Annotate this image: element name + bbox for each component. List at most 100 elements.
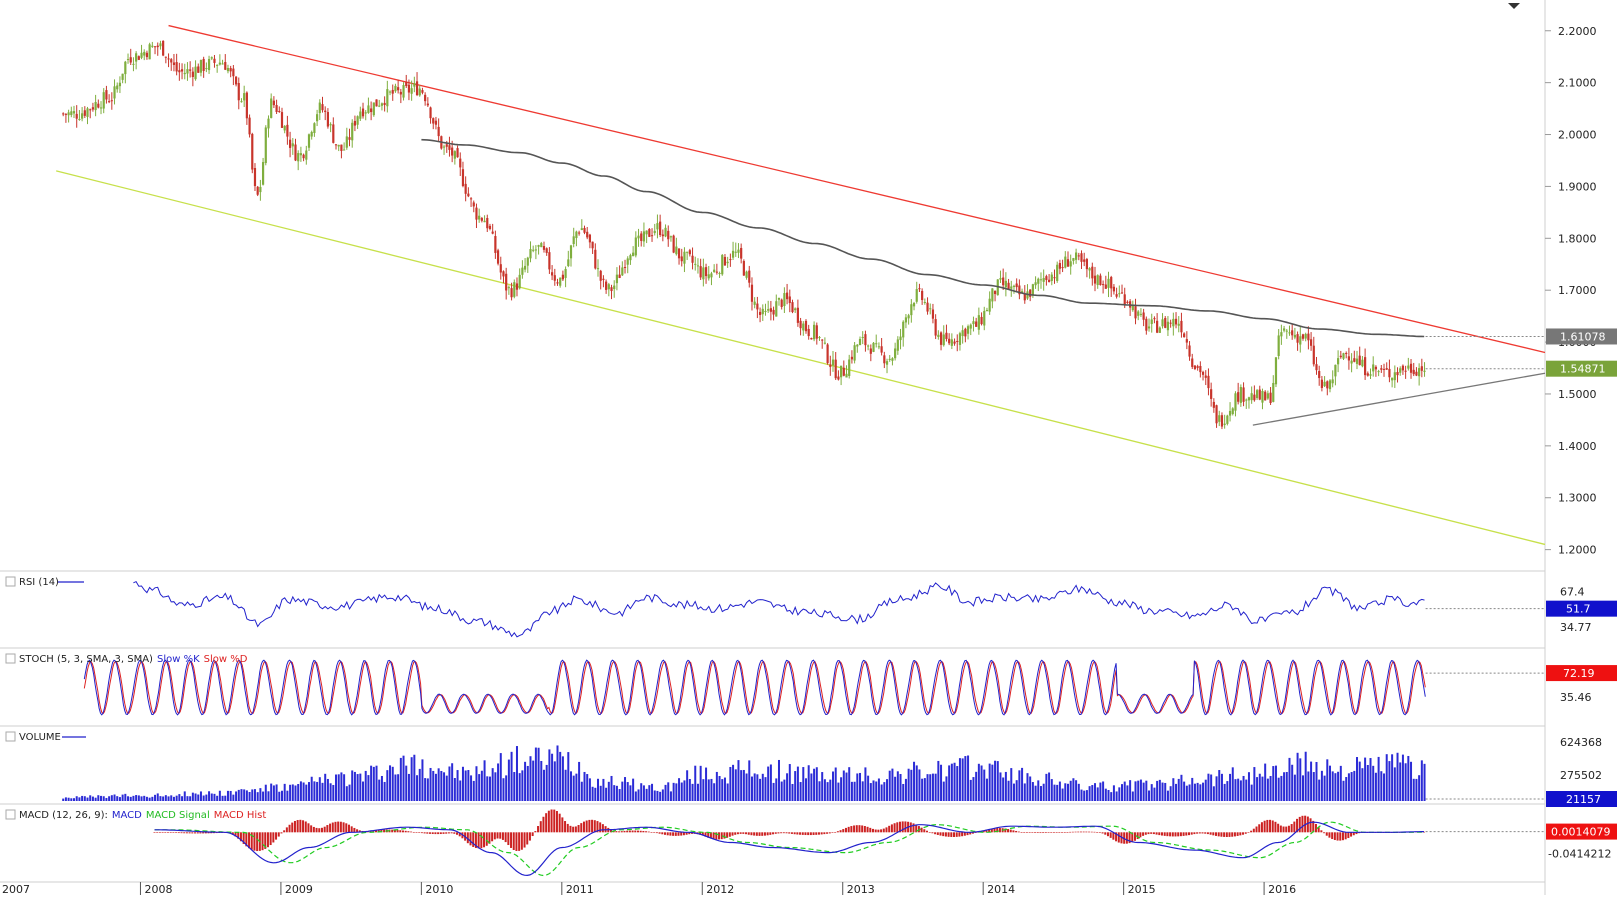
- candle-body: [300, 153, 302, 155]
- macd-hist-bar: [1339, 832, 1341, 840]
- volume-bar: [775, 778, 777, 801]
- volume-bar: [1159, 780, 1161, 801]
- volume-bar: [997, 761, 999, 801]
- volume-bar: [1415, 779, 1417, 801]
- volume-bar: [597, 779, 599, 801]
- volume-bar: [505, 775, 507, 801]
- macd-hist-bar: [1264, 821, 1266, 833]
- macd-hist-bar: [280, 832, 282, 833]
- macd-hist-bar: [815, 832, 817, 835]
- macd-hist-bar: [894, 823, 896, 832]
- volume-bar: [635, 791, 637, 801]
- macd-hist-bar: [286, 827, 288, 832]
- candle-body: [408, 85, 410, 93]
- volume-bar: [286, 791, 288, 801]
- macd-hist-bar: [642, 831, 644, 832]
- macd-hist-bar: [640, 831, 642, 833]
- candle-body: [178, 70, 180, 72]
- volume-bar: [211, 794, 213, 801]
- candle-body: [926, 303, 928, 312]
- candle-body: [1161, 319, 1163, 326]
- candle-body: [1040, 279, 1042, 280]
- macd-hist-bar: [175, 832, 177, 833]
- volume-bar: [886, 779, 888, 801]
- volume-bar: [967, 756, 969, 801]
- candle-body: [192, 72, 194, 77]
- macd-hist-bar: [948, 832, 950, 837]
- candle-body: [762, 309, 764, 314]
- candle-body: [89, 109, 91, 110]
- candle-body: [1396, 372, 1398, 375]
- x-tick-label: 2012: [706, 883, 734, 895]
- candle-body: [1078, 255, 1080, 256]
- macd-hist-bar: [1172, 832, 1174, 836]
- candle-body: [1007, 283, 1009, 289]
- candle-body: [832, 360, 834, 366]
- volume-bar: [1067, 784, 1069, 801]
- x-tick-label: 2011: [566, 883, 594, 895]
- candle-body: [932, 309, 934, 318]
- candle-body: [1034, 282, 1036, 285]
- volume-bar: [1280, 776, 1282, 801]
- macd-hist-bar: [1331, 832, 1333, 839]
- candle-body: [775, 301, 777, 316]
- volume-bar: [1051, 779, 1053, 801]
- candle-body: [1097, 275, 1099, 285]
- candle-body: [875, 343, 877, 344]
- candle-body: [824, 343, 826, 344]
- volume-bar: [297, 784, 299, 801]
- macd-hist-bar: [931, 832, 933, 833]
- candle-body: [232, 69, 234, 77]
- macd-hist-bar: [345, 823, 347, 832]
- volume-bar: [611, 776, 613, 801]
- candle-body: [994, 291, 996, 294]
- volume-bar: [376, 766, 378, 801]
- macd-hist-bar: [515, 832, 517, 851]
- candle-body: [592, 242, 594, 249]
- candle-body: [1264, 392, 1266, 401]
- volume-bar: [651, 784, 653, 801]
- volume-bar: [357, 774, 359, 801]
- price-tick-label: 2.2000: [1558, 25, 1597, 38]
- macd-hist-bar: [1075, 832, 1077, 833]
- volume-bar: [948, 765, 950, 801]
- volume-bar: [446, 776, 448, 801]
- macd-hist-bar: [1026, 832, 1028, 833]
- candle-body: [1272, 383, 1274, 402]
- volume-bar: [438, 768, 440, 801]
- candle-body: [675, 247, 677, 255]
- volume-bar: [697, 784, 699, 801]
- candle-body: [1221, 415, 1223, 426]
- volume-bar: [108, 796, 110, 801]
- volume-bar: [130, 797, 132, 801]
- volume-bar: [230, 791, 232, 801]
- volume-bar: [1243, 776, 1245, 801]
- volume-bar: [1370, 758, 1372, 801]
- volume-bar: [527, 766, 529, 801]
- macd-hist-bar: [775, 832, 777, 833]
- macd-hist-bar: [950, 832, 952, 837]
- macd-hist-bar: [929, 832, 931, 833]
- volume-bar: [1140, 780, 1142, 801]
- macd-hist-bar: [1320, 830, 1322, 832]
- candle-body: [956, 341, 958, 342]
- candle-body: [540, 243, 542, 247]
- volume-bar: [176, 796, 178, 801]
- macd-hist-bar: [861, 825, 863, 832]
- candle-body: [240, 101, 242, 102]
- volume-bar: [1045, 774, 1047, 801]
- candle-body: [1051, 275, 1053, 281]
- volume-bar: [1229, 774, 1231, 801]
- macd-hist-bar: [578, 825, 580, 832]
- volume-bar: [1116, 791, 1118, 801]
- volume-bar: [1424, 764, 1426, 801]
- candle-body: [419, 89, 421, 96]
- candle-body: [1278, 335, 1280, 356]
- volume-bar: [227, 791, 229, 801]
- candle-body: [694, 264, 696, 265]
- volume-bar: [1164, 783, 1166, 801]
- volume-bar: [716, 772, 718, 801]
- macd-hist-bar: [456, 832, 458, 834]
- candle-body: [1240, 387, 1242, 403]
- volume-bar: [1135, 781, 1137, 801]
